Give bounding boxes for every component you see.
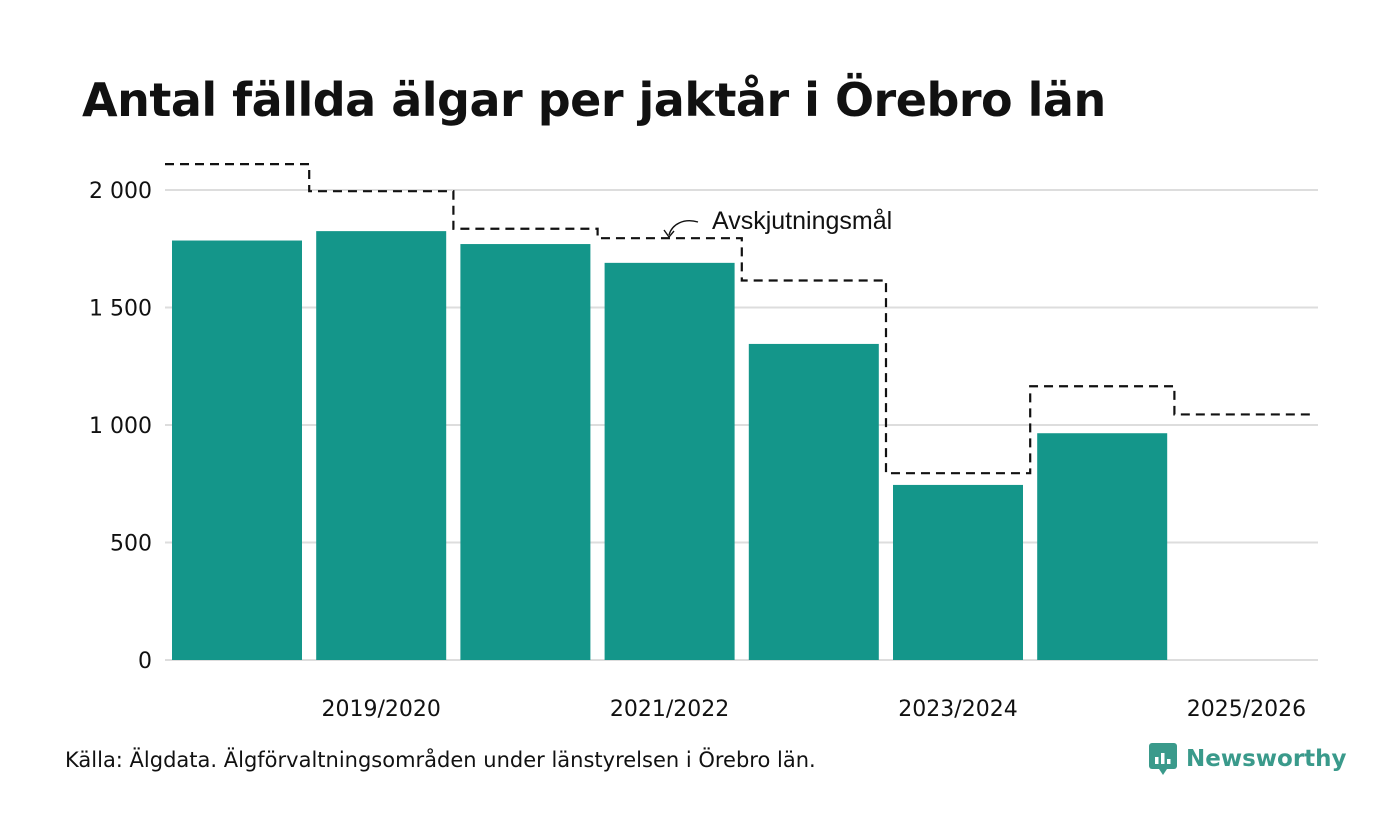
bar-2024-2025 (1037, 433, 1168, 660)
bar-2023-2024 (893, 484, 1023, 660)
x-tick-label: 2023/2024 (898, 697, 1017, 722)
x-tick-label: 2019/2020 (322, 697, 441, 722)
y-axis-tick-labels: 0 500 1 000 1 500 2 000 (89, 179, 152, 674)
bar-2021-2022 (604, 262, 735, 660)
y-tick-label: 0 (138, 649, 152, 674)
target-step-line (165, 163, 1313, 475)
y-tick-label: 500 (110, 532, 152, 557)
newsworthy-logo-icon (1149, 743, 1177, 775)
annotation-arrow (668, 220, 699, 236)
x-tick-label: 2021/2022 (610, 697, 729, 722)
target-annotation: Avskjutningsmål (663, 207, 892, 239)
target-layer (165, 163, 1313, 475)
bar-2020-2021 (460, 244, 591, 661)
annotation-label: Avskjutningsmål (712, 207, 892, 235)
chart-title: Antal fällda älgar per jaktår i Örebro l… (82, 73, 1106, 127)
bar-2018-2019 (172, 240, 302, 660)
brand-name: Newsworthy (1186, 746, 1347, 772)
x-axis-tick-labels: 2019/2020 2021/2022 2023/2024 2025/2026 (322, 697, 1307, 722)
y-tick-label: 1 500 (89, 297, 152, 322)
y-tick-label: 1 000 (89, 414, 152, 439)
x-tick-label: 2025/2026 (1187, 697, 1306, 722)
annotation-arrowhead (663, 229, 675, 239)
y-tick-label: 2 000 (89, 179, 152, 204)
source-note: Källa: Älgdata. Älgförvaltningsområden u… (65, 748, 816, 772)
bar-2019-2020 (316, 231, 447, 660)
bar-2022-2023 (748, 343, 879, 660)
bar-layer (172, 231, 1168, 661)
brand[interactable]: Newsworthy (1148, 742, 1347, 776)
